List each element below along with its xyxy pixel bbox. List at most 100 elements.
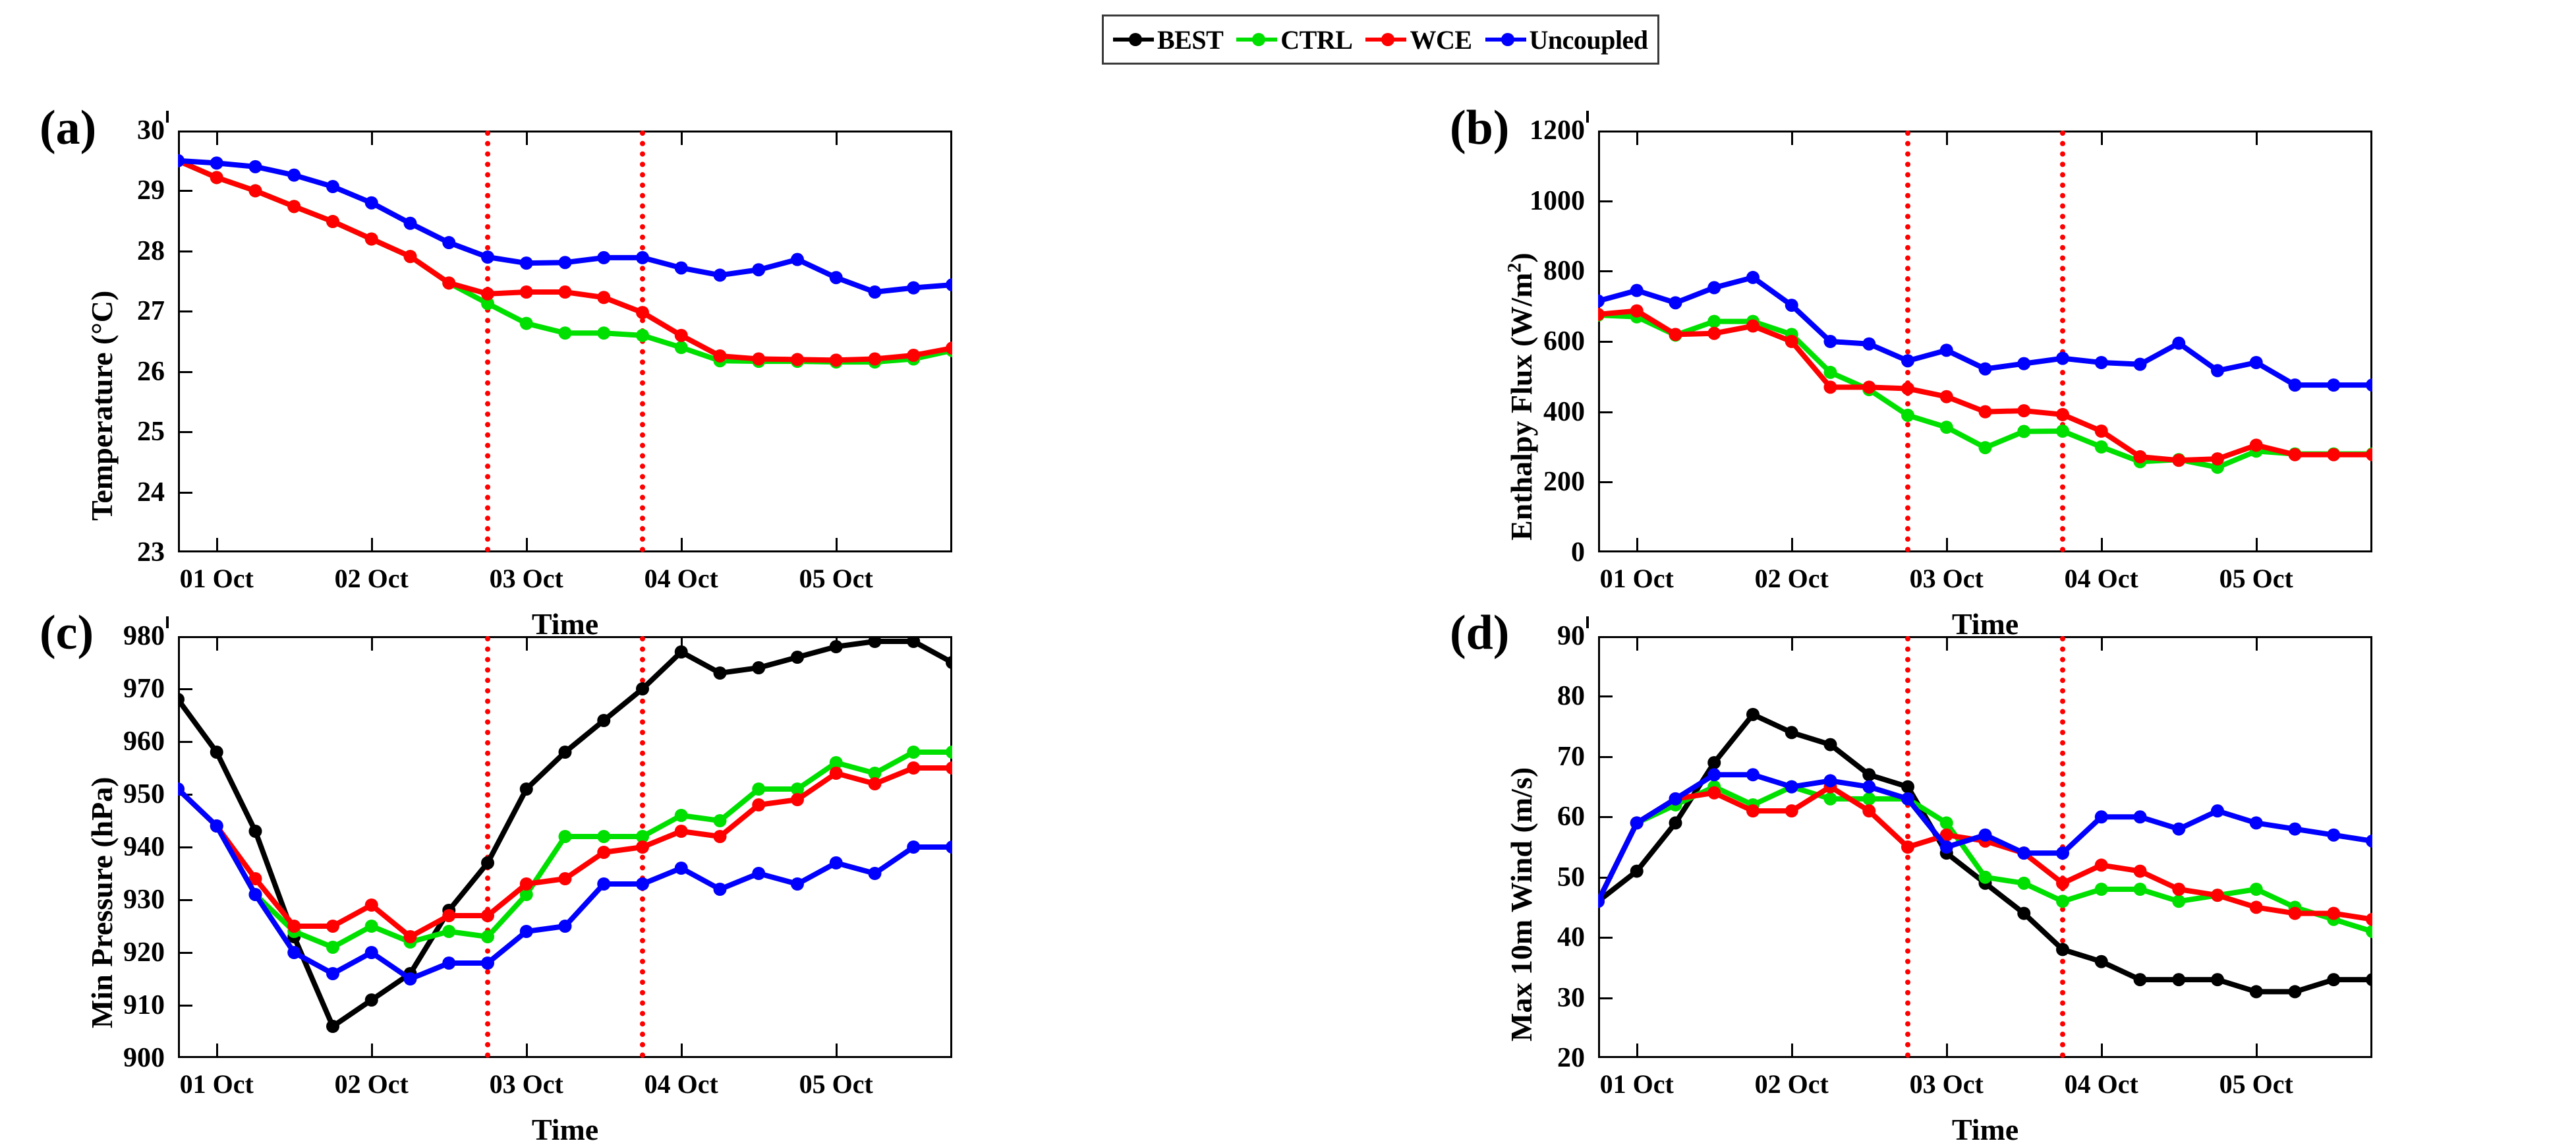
y-tick-label: 900 (123, 1043, 165, 1073)
data-point-ctrl (1978, 870, 1992, 884)
panel-label-a: (a) (40, 101, 97, 155)
data-point-ctrl (2288, 447, 2302, 461)
data-point-uncoupled (326, 180, 339, 194)
x-tick-label: 02 Oct (334, 564, 409, 593)
data-point-ctrl (752, 355, 766, 368)
data-point-wce (752, 798, 766, 811)
data-point-ctrl (326, 941, 339, 954)
series-line-best (1598, 711, 2372, 995)
data-point-wce (1939, 390, 1953, 403)
data-point-ctrl (1746, 798, 1760, 811)
data-point-uncoupled (519, 925, 533, 938)
data-point-wce (2211, 452, 2224, 466)
x-tick-label: 03 Oct (1909, 564, 1984, 593)
data-point-ctrl (248, 888, 262, 901)
data-point-wce (558, 285, 572, 299)
y-tick-label: 25 (137, 417, 165, 448)
data-point-ctrl (829, 355, 843, 369)
data-point-best (2172, 973, 2186, 987)
series-line-uncoupled (178, 786, 952, 982)
data-point-wce (674, 328, 688, 342)
data-point-uncoupled (597, 250, 611, 264)
data-point-wce (791, 793, 804, 806)
series-line-ctrl (1598, 784, 2372, 934)
data-point-ctrl (2211, 460, 2224, 474)
legend-label: Uncoupled (1529, 24, 1649, 55)
data-point-best (791, 651, 804, 664)
axis-corner-mark-c (166, 616, 169, 628)
x-tick-mark (1945, 1044, 1948, 1058)
data-point-ctrl (364, 232, 378, 246)
data-point-wce (326, 215, 339, 229)
data-point-wce (636, 840, 649, 854)
x-axis-label-d: Time (1951, 1113, 2019, 1146)
x-tick-label: 03 Oct (1909, 1069, 1984, 1099)
x-tick-label: 01 Oct (179, 1069, 254, 1099)
x-tick-label: 01 Oct (1599, 1069, 1674, 1099)
data-point-wce (829, 767, 843, 780)
data-point-best (287, 930, 301, 943)
data-point-wce (1862, 380, 1876, 394)
data-point-best (2288, 985, 2302, 999)
data-point-wce (364, 232, 378, 246)
data-point-uncoupled (2211, 804, 2224, 818)
x-tick-mark (2100, 1044, 2103, 1058)
data-point-uncoupled (519, 256, 533, 270)
x-tick-label: 02 Oct (1754, 1069, 1829, 1099)
data-point-uncoupled (829, 271, 843, 285)
y-tick-label: 30 (1557, 982, 1585, 1013)
data-point-best (1939, 846, 1953, 860)
y-tick-label: 23 (137, 537, 165, 568)
y-tick-label: 90 (1557, 621, 1585, 651)
data-point-uncoupled (248, 888, 262, 901)
data-point-ctrl (1785, 328, 1798, 341)
data-point-best (481, 856, 494, 869)
legend-item-ctrl[interactable]: CTRL (1236, 24, 1353, 55)
data-point-ctrl (1785, 780, 1798, 794)
legend-item-wce[interactable]: WCE (1365, 24, 1472, 55)
y-tick-label: 910 (123, 990, 165, 1020)
series-line-uncoupled (178, 158, 952, 295)
data-point-ctrl (210, 171, 223, 185)
data-point-best (178, 693, 185, 706)
data-point-best (326, 1020, 339, 1033)
series-line-wce (1598, 784, 2372, 922)
y-tick-label: 60 (1557, 802, 1585, 833)
data-point-wce (1669, 328, 1682, 341)
data-point-uncoupled (2366, 834, 2372, 848)
data-point-ctrl (558, 830, 572, 843)
data-point-best (2211, 973, 2224, 987)
data-point-uncoupled (674, 862, 688, 875)
data-point-uncoupled (442, 956, 456, 970)
data-point-uncoupled (2056, 351, 2069, 365)
data-point-best (1707, 756, 1721, 769)
x-tick-mark-top (370, 131, 373, 145)
y-tick-label: 950 (123, 779, 165, 809)
data-point-ctrl (1823, 365, 1837, 379)
data-point-wce (481, 909, 494, 922)
y-tick-mark (1598, 997, 1613, 999)
y-axis-label-text: Enthalpy Flux (W/m2) (1504, 252, 1539, 541)
x-tick-label: 04 Oct (644, 1069, 718, 1099)
data-point-uncoupled (178, 782, 185, 796)
x-tick-mark-top (370, 636, 373, 651)
x-tick-mark (370, 1044, 373, 1058)
y-tick-mark (178, 899, 192, 901)
data-point-wce (946, 341, 952, 355)
x-tick-mark (525, 1044, 528, 1058)
x-tick-mark (2255, 538, 2258, 552)
data-point-ctrl (868, 767, 882, 780)
legend-item-uncoupled[interactable]: Uncoupled (1485, 24, 1648, 55)
data-point-uncoupled (1746, 270, 1760, 284)
legend-item-best[interactable]: BEST (1113, 24, 1224, 55)
plot-area-a (178, 131, 952, 552)
data-point-wce (2366, 448, 2372, 461)
y-tick-mark (178, 370, 192, 373)
data-point-ctrl (481, 297, 494, 310)
x-tick-mark-top (1636, 636, 1638, 651)
series-line-wce (1598, 308, 2372, 463)
x-tick-mark-top (215, 131, 218, 145)
x-tick-label: 05 Oct (2219, 564, 2293, 593)
